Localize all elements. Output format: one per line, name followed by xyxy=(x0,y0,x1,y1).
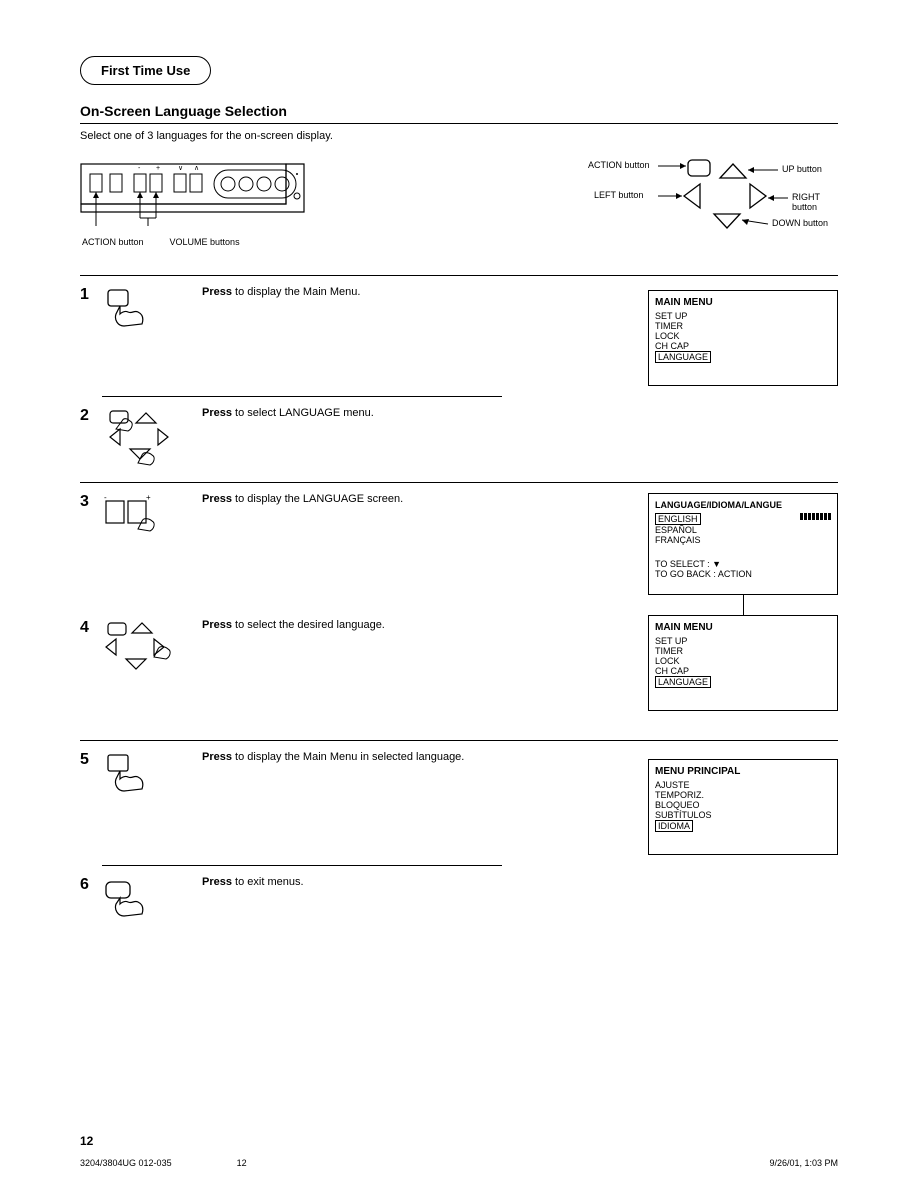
action-press-icon xyxy=(102,286,162,330)
svg-text:∨: ∨ xyxy=(178,165,183,172)
step-5: 5 Press to display the Main Menu in sele… xyxy=(80,741,838,865)
svg-text:+: + xyxy=(156,165,160,172)
action-press-icon-2 xyxy=(102,751,162,795)
dpad-right-press-icon xyxy=(102,619,192,675)
panel-illustration-row: - + ∨ ∧ xyxy=(80,144,838,275)
svg-text:+: + xyxy=(146,493,151,502)
connector-line xyxy=(743,595,838,615)
remote-pad-diagram: ACTION button UP button RIGHT button DOW… xyxy=(588,156,838,246)
svg-text:-: - xyxy=(104,493,107,502)
display-language: LANGUAGE/IDIOMA/LANGUE ENGLISH ESPAÑOL F… xyxy=(648,493,838,595)
section-title: On-Screen Language Selection xyxy=(80,103,838,119)
pill-header: First Time Use xyxy=(80,56,211,85)
volume-press-icon: - + xyxy=(102,493,182,537)
display-main-menu-1: MAIN MENU SET UP TIMER LOCK CH CAP LANGU… xyxy=(648,290,838,386)
dpad-press-icon xyxy=(102,407,192,467)
remote-down-label: DOWN button xyxy=(772,218,828,228)
display-menu-principal: MENU PRINCIPAL AJUSTE TEMPORIZ. BLOQUEO … xyxy=(648,759,838,855)
footer-right: 9/26/01, 1:03 PM xyxy=(769,1158,838,1168)
intro-text: Select one of 3 languages for the on-scr… xyxy=(80,124,838,144)
panel-action-label: ACTION button xyxy=(82,237,144,247)
panel-volume-label: VOLUME buttons xyxy=(170,237,240,247)
footer-left: 3204/3804UG 012-035 12 xyxy=(80,1158,247,1168)
svg-text:∧: ∧ xyxy=(194,165,199,172)
display-main-menu-2: MAIN MENU SET UP TIMER LOCK CH CAP LANGU… xyxy=(648,615,838,711)
step-num-5: 5 xyxy=(80,751,102,769)
tv-panel-diagram: - + ∨ ∧ xyxy=(80,156,310,246)
remote-right-label: RIGHT button xyxy=(792,192,838,212)
step-4: 4 Press to select the desired language. xyxy=(80,609,510,690)
remote-left-label: LEFT button xyxy=(594,190,643,200)
step-2: 2 Press to select LANGUAGE menu. xyxy=(80,397,838,482)
step-num-1: 1 xyxy=(80,286,102,304)
step-num-4: 4 xyxy=(80,619,102,637)
action-press-icon-3 xyxy=(102,876,162,920)
step-num-2: 2 xyxy=(80,407,102,425)
svg-text:-: - xyxy=(138,165,141,172)
step-num-6: 6 xyxy=(80,876,102,894)
page-number: 12 xyxy=(80,1134,93,1148)
remote-up-label: UP button xyxy=(782,164,822,174)
remote-action-label: ACTION button xyxy=(588,160,650,170)
step-1: 1 Press to display the Main Menu. MAIN M… xyxy=(80,276,838,396)
step-num-3: 3 xyxy=(80,493,102,511)
step-6: 6 Press to exit menus. xyxy=(80,866,838,935)
